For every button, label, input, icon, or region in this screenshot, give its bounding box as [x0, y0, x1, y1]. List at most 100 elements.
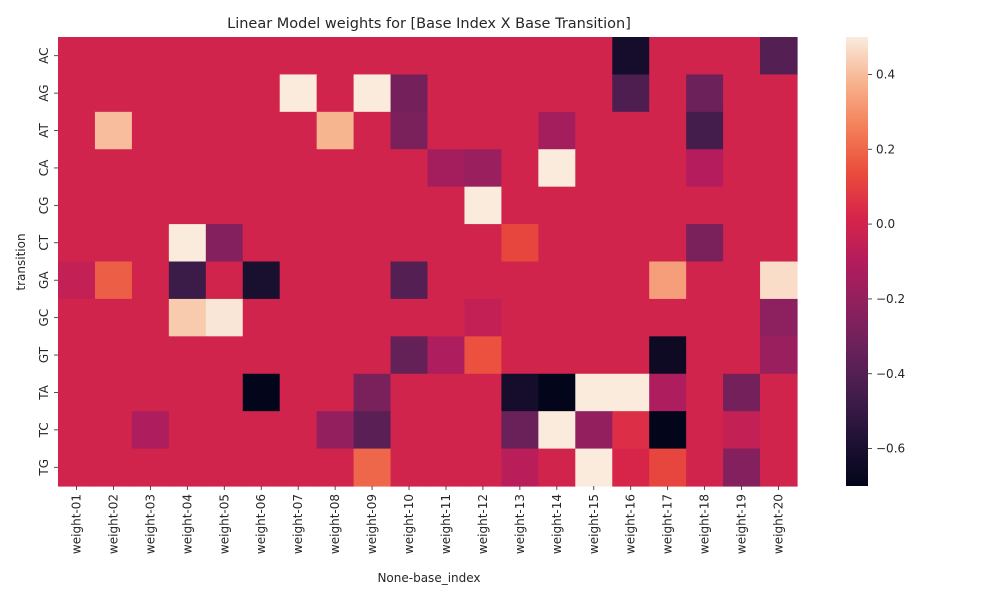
heatmap-cell-GC-weight-20: [760, 298, 798, 337]
heatmap-cell-AG-weight-10: [390, 74, 429, 113]
heatmap-cell-CG-weight-17: [649, 186, 687, 225]
heatmap-cell-GA-weight-16: [612, 261, 650, 300]
heatmap-cell-TA-weight-09: [353, 373, 392, 412]
heatmap-cell-GC-weight-05: [205, 298, 244, 337]
heatmap-cell-GT-weight-07: [279, 336, 318, 375]
heatmap-cell-AG-weight-15: [575, 74, 613, 113]
heatmap-cell-CT-weight-04: [168, 224, 207, 263]
heatmap-cell-TG-weight-04: [168, 448, 207, 487]
heatmap-cell-GC-weight-18: [686, 298, 724, 337]
heatmap-cell-AT-weight-03: [131, 111, 170, 150]
heatmap-cell-TG-weight-06: [242, 448, 281, 487]
heatmap-cell-CA-weight-15: [575, 149, 613, 188]
heatmap-cell-GA-weight-12: [464, 261, 502, 300]
heatmap-cell-AC-weight-10: [390, 37, 429, 76]
heatmap-cell-CG-weight-05: [205, 186, 244, 225]
heatmap-cell-AG-weight-20: [760, 74, 798, 113]
heatmap-cell-GA-weight-01: [58, 261, 96, 300]
x-axis-ticks: weight-01 weight-02 weight-03 weight-04 weig…: [69, 486, 786, 554]
y-tick-label: GC: [37, 309, 51, 327]
heatmap-cell-TC-weight-10: [390, 411, 429, 450]
heatmap-cell-AT-weight-19: [723, 111, 761, 150]
heatmap-cell-TA-weight-14: [538, 373, 576, 412]
heatmap-cell-AG-weight-12: [464, 74, 502, 113]
y-tick-label: CA: [37, 159, 51, 176]
heatmap-cell-CT-weight-18: [686, 224, 724, 263]
heatmap-cell-AG-weight-07: [279, 74, 318, 113]
x-tick-label: weight-03: [143, 494, 157, 554]
heatmap-cell-GT-weight-06: [242, 336, 281, 375]
heatmap-cell-GT-weight-17: [649, 336, 687, 375]
heatmap-cell-CG-weight-11: [427, 186, 466, 225]
heatmap-cell-TC-weight-17: [649, 411, 687, 450]
heatmap-cell-CT-weight-15: [575, 224, 613, 263]
heatmap-cell-GT-weight-01: [58, 336, 96, 375]
heatmap-cell-AT-weight-13: [501, 111, 539, 150]
heatmap-cell-CA-weight-19: [723, 149, 761, 188]
heatmap-cell-TA-weight-12: [464, 373, 502, 412]
heatmap-cell-TC-weight-09: [353, 411, 392, 450]
heatmap-cell-GA-weight-11: [427, 261, 466, 300]
heatmap-cell-TC-weight-18: [686, 411, 724, 450]
heatmap-cell-TG-weight-13: [501, 448, 539, 487]
heatmap-cell-AG-weight-04: [168, 74, 207, 113]
heatmap-cell-GA-weight-03: [131, 261, 170, 300]
x-tick-label: weight-09: [365, 494, 379, 554]
heatmap-cell-CT-weight-06: [242, 224, 281, 263]
x-axis-label: None-base_index: [377, 571, 480, 585]
heatmap-cell-AC-weight-13: [501, 37, 539, 76]
heatmap-cell-CA-weight-06: [242, 149, 281, 188]
y-tick-label: AT: [37, 123, 51, 138]
heatmap-cell-AG-weight-03: [131, 74, 170, 113]
heatmap-cell-CA-weight-11: [427, 149, 466, 188]
x-tick-label: weight-06: [254, 494, 268, 554]
heatmap-cell-CA-weight-03: [131, 149, 170, 188]
heatmap-cell-TG-weight-18: [686, 448, 724, 487]
heatmap-cell-AT-weight-11: [427, 111, 466, 150]
y-axis-ticks: AC AG AT CA CG CT GA GC GT TA TC TG: [37, 48, 58, 477]
heatmap-cell-CG-weight-14: [538, 186, 576, 225]
heatmap-cell-TA-weight-04: [168, 373, 207, 412]
heatmap-cell-CG-weight-15: [575, 186, 613, 225]
heatmap-cell-AT-weight-05: [205, 111, 244, 150]
heatmap-cell-CT-weight-10: [390, 224, 429, 263]
y-axis-label: transition: [14, 233, 28, 290]
heatmap-cell-AG-weight-17: [649, 74, 687, 113]
heatmap-cell-GC-weight-08: [316, 298, 355, 337]
heatmap-cell-CT-weight-13: [501, 224, 539, 263]
heatmap-cell-AC-weight-08: [316, 37, 355, 76]
heatmap-cell-AC-weight-14: [538, 37, 576, 76]
heatmap-cell-CG-weight-06: [242, 186, 281, 225]
heatmap-cell-CT-weight-08: [316, 224, 355, 263]
x-tick-label: weight-11: [439, 494, 453, 554]
heatmap-cell-AC-weight-20: [760, 37, 798, 76]
heatmap-cell-TC-weight-07: [279, 411, 318, 450]
heatmap-cell-AC-weight-19: [723, 37, 761, 76]
heatmap-cell-GC-weight-09: [353, 298, 392, 337]
heatmap-cell-AG-weight-13: [501, 74, 539, 113]
heatmap-cell-CG-weight-19: [723, 186, 761, 225]
heatmap-cell-TA-weight-06: [242, 373, 281, 412]
heatmap-cell-GC-weight-11: [427, 298, 466, 337]
heatmap-cell-GC-weight-01: [58, 298, 96, 337]
y-tick-label: AC: [37, 48, 51, 64]
y-tick-label: GA: [37, 271, 51, 289]
heatmap-cell-AT-weight-06: [242, 111, 281, 150]
heatmap-cell-GC-weight-10: [390, 298, 429, 337]
heatmap-cell-TC-weight-11: [427, 411, 466, 450]
heatmap-cell-GT-weight-02: [94, 336, 133, 375]
heatmap-cell-CT-weight-17: [649, 224, 687, 263]
heatmap-cell-CA-weight-09: [353, 149, 392, 188]
heatmap-cell-TG-weight-03: [131, 448, 170, 487]
heatmap-cell-CT-weight-14: [538, 224, 576, 263]
heatmap-cell-TG-weight-14: [538, 448, 576, 487]
heatmap-cell-TG-weight-16: [612, 448, 650, 487]
heatmap-cell-TC-weight-12: [464, 411, 502, 450]
heatmap-cell-GC-weight-07: [279, 298, 318, 337]
heatmap-cell-CA-weight-16: [612, 149, 650, 188]
heatmap-cell-TC-weight-06: [242, 411, 281, 450]
heatmap-cell-AC-weight-01: [58, 37, 96, 76]
heatmap-cell-AT-weight-18: [686, 111, 724, 150]
heatmap-cell-TG-weight-12: [464, 448, 502, 487]
